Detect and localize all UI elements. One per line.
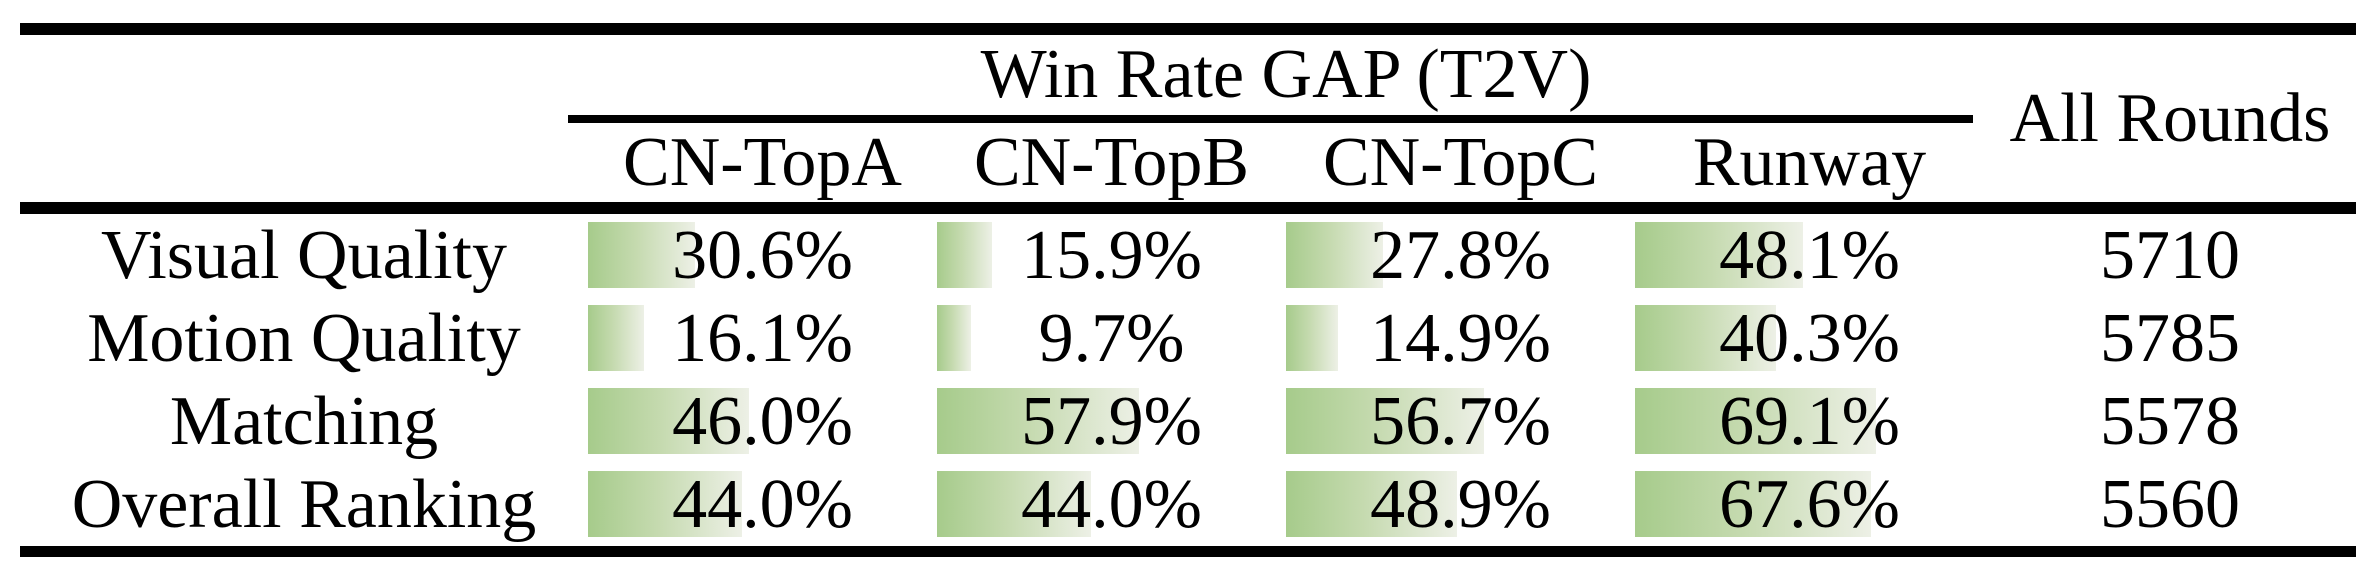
win-rate-cell: 16.1% [588,297,937,380]
win-rate-value: 14.9% [1370,299,1551,377]
group-underline-rule [568,115,1973,123]
table-row-visual-quality: Visual Quality 30.6% 15.9% 27.8% 48.1% 5… [20,214,2356,297]
row-label: Matching [169,382,439,460]
win-rate-cell: 9.7% [937,297,1286,380]
label-column-spacer [20,35,588,202]
table-row-matching: Matching 46.0% 57.9% 56.7% 69.1% 5578 [20,380,2356,463]
win-rate-value: 69.1% [1719,382,1900,460]
header-bottom-rule [20,202,2356,214]
win-rate-cell: 48.9% [1286,463,1635,546]
win-rate-value: 27.8% [1370,216,1551,294]
win-rate-value: 16.1% [672,299,853,377]
row-label: Overall Ranking [71,465,537,543]
win-rate-bar [588,222,695,288]
win-rate-bar [1635,305,1776,371]
win-rate-value: 44.0% [672,465,853,543]
all-rounds-value: 5785 [2100,299,2240,377]
win-rate-bar [1286,222,1384,288]
top-rule [20,23,2356,35]
bottom-rule [20,546,2356,557]
win-rate-bar [1286,388,1484,454]
column-header-runway: Runway [1692,123,1927,201]
win-rate-bar [588,388,749,454]
row-label: Motion Quality [87,299,521,377]
win-rate-value: 48.9% [1370,465,1551,543]
win-rate-cell: 56.7% [1286,380,1635,463]
win-rate-value: 67.6% [1719,465,1900,543]
win-rate-bar [1635,388,1877,454]
win-rate-value: 9.7% [1038,299,1185,377]
win-rate-value: 48.1% [1719,216,1900,294]
t2v-column-group: Win Rate GAP (T2V) CN-TopA CN-TopB CN-To… [568,35,1984,202]
win-rate-bar [937,305,971,371]
win-rate-cell: 40.3% [1635,297,1984,380]
table-row-overall-ranking: Overall Ranking 44.0% 44.0% 48.9% 67.6% … [20,463,2356,546]
win-rate-bar [1635,471,1871,537]
win-rate-value: 46.0% [672,382,853,460]
column-header-all-rounds: All Rounds [2009,79,2331,157]
all-rounds-value: 5560 [2100,465,2240,543]
win-rate-bar [937,222,993,288]
all-rounds-value: 5710 [2100,216,2240,294]
win-rate-cell: 44.0% [937,463,1286,546]
win-rate-bar [937,388,1140,454]
win-rate-bar [937,471,1091,537]
win-rate-cell: 15.9% [937,214,1286,297]
all-rounds-value: 5578 [2100,382,2240,460]
win-rate-cell: 57.9% [937,380,1286,463]
table-header: Win Rate GAP (T2V) CN-TopA CN-TopB CN-To… [20,35,2356,202]
win-rate-cell: 69.1% [1635,380,1984,463]
win-rate-bar [1635,222,1803,288]
win-rate-bar [588,471,742,537]
win-rate-cell: 27.8% [1286,214,1635,297]
win-rate-value: 44.0% [1021,465,1202,543]
row-label: Visual Quality [100,216,508,294]
win-rate-value: 40.3% [1719,299,1900,377]
win-rate-cell: 30.6% [588,214,937,297]
win-rate-cell: 67.6% [1635,463,1984,546]
group-header-title: Win Rate GAP (T2V) [980,36,1592,113]
win-rate-bar [588,305,645,371]
win-rate-bar [1286,305,1338,371]
column-header-cn-topc: CN-TopC [1322,123,1599,201]
win-rate-value: 57.9% [1021,382,1202,460]
win-rate-value: 30.6% [672,216,853,294]
win-rate-bar [1286,471,1457,537]
column-header-cn-topa: CN-TopA [623,123,902,201]
column-header-cn-topb: CN-TopB [973,123,1250,201]
table-row-motion-quality: Motion Quality 16.1% 9.7% 14.9% 40.3% 57… [20,297,2356,380]
win-rate-cell: 48.1% [1635,214,1984,297]
win-rate-cell: 14.9% [1286,297,1635,380]
win-rate-cell: 46.0% [588,380,937,463]
win-rate-cell: 44.0% [588,463,937,546]
win-rate-table: Win Rate GAP (T2V) CN-TopA CN-TopB CN-To… [20,23,2356,557]
win-rate-value: 15.9% [1021,216,1202,294]
model-header-row: CN-TopA CN-TopB CN-TopC Runway [588,123,1984,202]
win-rate-value: 56.7% [1370,382,1551,460]
